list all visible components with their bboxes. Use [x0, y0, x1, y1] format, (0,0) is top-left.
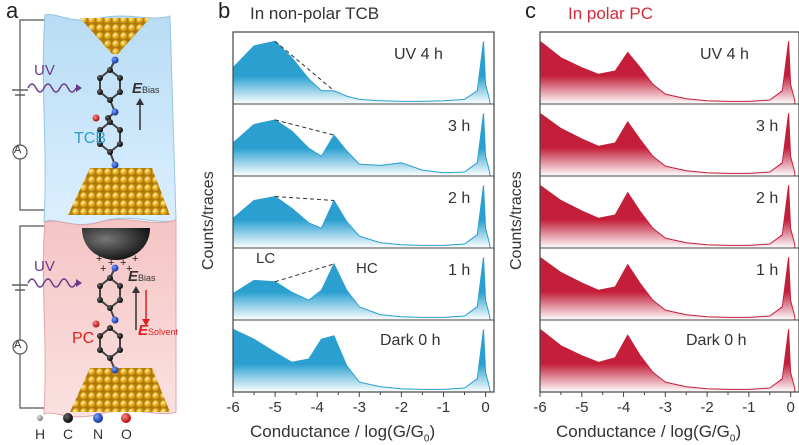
panel-letter-c: c [525, 0, 536, 23]
top-gold-tip [80, 18, 150, 54]
c-row-label-2: 2 h [756, 190, 779, 207]
lc-hc-dashed-line-0 [274, 40, 335, 92]
ammeter-top: A [14, 144, 22, 156]
histogram-c-row-0 [539, 40, 796, 105]
lc-hc-dashed-line-2 [275, 196, 335, 201]
top-tip-bottom-panel [82, 228, 150, 260]
xtick-label-c-4: -2 [700, 399, 713, 416]
xtick-label-c-1: -5 [575, 399, 588, 416]
bottom-gold-electrode [68, 168, 170, 215]
c-row-label-4: Dark 0 h [686, 332, 747, 349]
histogram-c-row-4 [539, 328, 796, 393]
uv-wave-bottom [27, 278, 77, 288]
panel-c-title: In polar PC [568, 4, 654, 23]
xtick-label-c-2: -4 [617, 399, 630, 416]
bottom-gold-electrode-2 [70, 368, 170, 412]
c-row-label-3: 1 h [756, 262, 779, 279]
histogram-b-row-3 [232, 257, 491, 321]
svg-text:+: + [100, 263, 106, 275]
b-row-label-4: Dark 0 h [380, 332, 441, 349]
lc-annotation: LC [256, 250, 276, 267]
uv-label-top: UV [34, 62, 55, 79]
xtick-label-b-0: -6 [226, 399, 239, 416]
ammeter-bottom: A [14, 339, 22, 351]
panel-letter-a: a [6, 0, 19, 23]
histogram-b-row-0 [232, 40, 491, 105]
legend-h: H [35, 426, 46, 442]
histogram-b-row-2 [232, 185, 491, 249]
lc-hc-dashed-line-1 [274, 119, 335, 136]
histogram-c-row-1 [539, 112, 796, 177]
panel-b-title: In non-polar TCB [250, 4, 380, 23]
legend-n: N [93, 426, 104, 442]
xlabel-c: Conductance / log(G/G0) [556, 422, 742, 445]
frame-b [232, 31, 495, 393]
frame-c [539, 31, 799, 393]
lc-hc-dashed-line-3 [274, 263, 335, 283]
hc-annotation: HC [356, 260, 378, 277]
svg-text:+: + [108, 257, 114, 269]
b-row-label-3: 1 h [448, 262, 471, 279]
atom-legend [37, 413, 131, 423]
histogram-c-row-2 [539, 184, 796, 249]
xtick-label-c-3: -3 [659, 399, 672, 416]
xtick-label-b-2: -4 [311, 399, 324, 416]
histogram-b-row-4 [232, 328, 491, 393]
xtick-label-b-6: 0 [481, 399, 489, 416]
xtick-label-b-4: -2 [395, 399, 408, 416]
xtick-label-c-6: 0 [786, 399, 794, 416]
ebias-label-top: EBias [132, 80, 160, 97]
c-row-label-1: 3 h [756, 118, 779, 135]
xtick-label-c-0: -6 [533, 399, 546, 416]
ebias-label-bottom: EBias [128, 268, 156, 285]
histogram-c-row-3 [539, 256, 796, 321]
esolvent-label: ESolvent [138, 322, 179, 339]
svg-text:+: + [132, 253, 138, 265]
b-row-label-0: UV 4 h [394, 46, 443, 63]
xtick-label-b-5: -1 [437, 399, 450, 416]
pc-label: PC [72, 330, 95, 347]
svg-text:+: + [126, 263, 132, 275]
xtick-label-c-5: -1 [742, 399, 755, 416]
xtick-label-b-3: -3 [353, 399, 366, 416]
legend-c: C [63, 426, 74, 442]
b-row-label-1: 3 h [448, 118, 471, 135]
xlabel-b: Conductance / log(G/G0) [250, 422, 436, 445]
c-row-label-0: UV 4 h [700, 46, 749, 63]
panel-letter-b: b [218, 0, 231, 23]
legend-o: O [121, 426, 132, 442]
b-row-label-2: 2 h [448, 190, 471, 207]
tcb-label: TCB [74, 130, 106, 147]
svg-text:+: + [96, 253, 102, 265]
uv-label-bottom: UV [34, 258, 55, 275]
uv-wave-top [27, 83, 77, 93]
svg-text:+: + [120, 257, 126, 269]
histogram-b-row-1 [232, 113, 491, 177]
xtick-label-b-1: -5 [268, 399, 281, 416]
